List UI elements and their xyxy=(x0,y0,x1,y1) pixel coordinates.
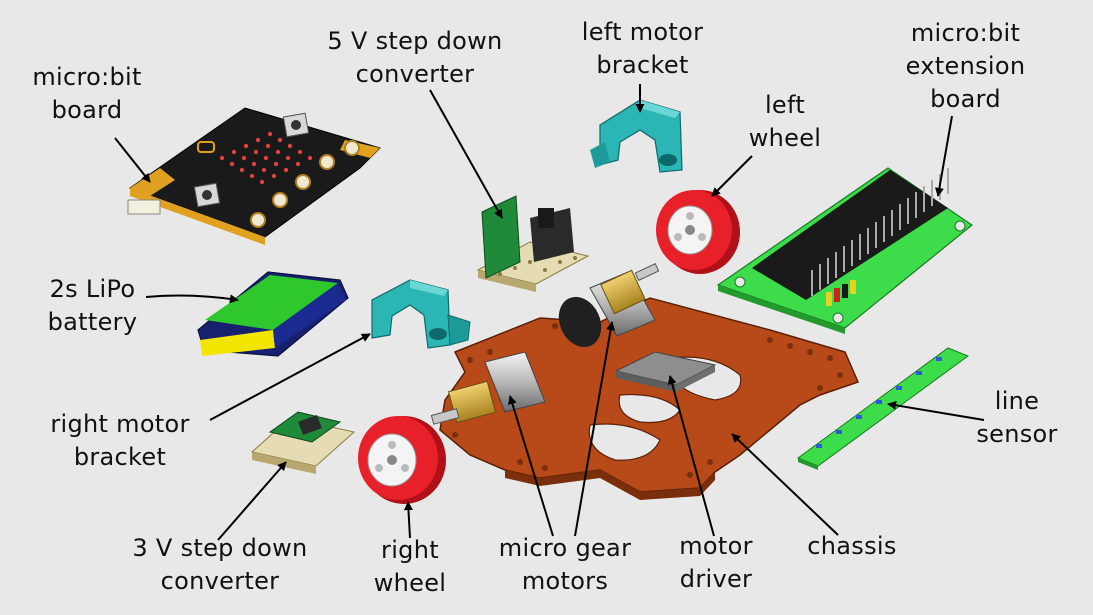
right-motor-bracket-part xyxy=(371,279,471,349)
label-step-down-3v: 3 V step down converter xyxy=(132,534,308,595)
label-step-down-5v: 5 V step down converter xyxy=(327,27,503,88)
arrow-gear-motor-left xyxy=(574,321,616,537)
line-sensor-part xyxy=(796,347,970,470)
left-wheel-part xyxy=(656,190,740,274)
label-left-wheel: left wheel xyxy=(748,91,822,152)
arrow-lipo-battery xyxy=(145,294,239,304)
motor-driver-part xyxy=(614,351,717,392)
label-right-wheel: right wheel xyxy=(373,536,447,597)
label-left-motor-bracket: left motor bracket xyxy=(581,18,704,79)
arrow-right-bracket xyxy=(209,333,371,421)
label-chassis: chassis xyxy=(807,532,897,560)
microbit-board-part xyxy=(127,107,381,245)
arrow-microbit xyxy=(114,137,151,183)
lipo-battery-part xyxy=(197,271,349,357)
label-right-motor-bracket: right motor bracket xyxy=(50,410,190,471)
chassis-part xyxy=(439,297,860,500)
arrow-extension-board xyxy=(934,115,953,197)
arrow-right-wheel xyxy=(403,501,413,539)
leader-lines xyxy=(114,84,985,541)
extension-board-part xyxy=(716,167,974,334)
arrow-left-wheel xyxy=(711,155,753,197)
label-microbit-board: micro:bit board xyxy=(32,63,142,124)
gear-motor-right xyxy=(430,351,546,425)
arrow-motor-driver xyxy=(667,375,715,537)
label-motor-driver: motor driver xyxy=(679,532,753,593)
arrow-line-sensor xyxy=(887,400,985,421)
arrow-gear-motor-right xyxy=(508,395,554,537)
right-wheel-part xyxy=(358,416,446,504)
label-lipo-battery: 2s LiPo battery xyxy=(47,275,138,336)
arrow-3v-converter xyxy=(217,461,287,541)
step-down-3v-part xyxy=(250,411,356,474)
arrow-chassis xyxy=(731,433,839,536)
arrow-5v-converter xyxy=(429,89,503,219)
step-down-5v-part xyxy=(476,195,590,292)
left-motor-bracket-part xyxy=(590,99,683,173)
label-extension-board: micro:bit extension board xyxy=(905,19,1026,113)
label-line-sensor: line sensor xyxy=(976,387,1058,448)
label-gear-motors: micro gear motors xyxy=(498,534,632,595)
gear-motor-left xyxy=(558,263,660,348)
